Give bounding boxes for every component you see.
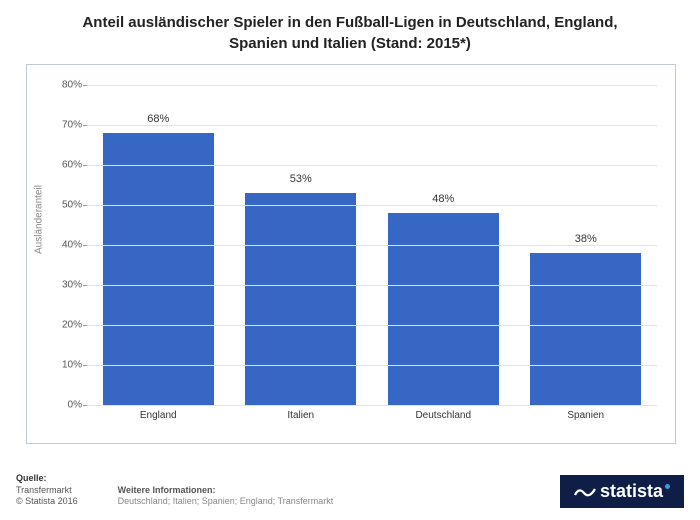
bar: [530, 253, 641, 405]
statista-logo: statista: [560, 475, 684, 508]
chart-title: Anteil ausländischer Spieler in den Fußb…: [16, 12, 684, 54]
footer: Quelle: Transfermarkt © Statista 2016 We…: [16, 473, 684, 508]
bar-value-label: 68%: [147, 113, 169, 125]
y-tick: 50%: [52, 200, 82, 211]
y-tick: 70%: [52, 120, 82, 131]
bar: [245, 193, 356, 405]
chart-area: Ausländeranteil 68% 53% 48% 38% 0% 10% 20% 30%…: [26, 64, 676, 444]
x-tick-label: Deutschland: [372, 410, 515, 421]
y-tick: 30%: [52, 280, 82, 291]
more-info-block: Weitere Informationen: Deutschland; Ital…: [118, 485, 560, 508]
plot-region: 68%53%48%38% 0%10%20%30%40%50%60%70%80%: [87, 85, 657, 405]
x-tick-label: Italien: [230, 410, 373, 421]
y-tick: 40%: [52, 240, 82, 251]
bar: [388, 213, 499, 405]
y-tick: 20%: [52, 320, 82, 331]
bar-value-label: 53%: [290, 173, 312, 185]
bar-value-label: 48%: [432, 193, 454, 205]
y-tick: 80%: [52, 80, 82, 91]
x-tick-label: England: [87, 410, 230, 421]
logo-wave-icon: [574, 483, 596, 501]
y-tick: 10%: [52, 360, 82, 371]
x-axis-labels: EnglandItalienDeutschlandSpanien: [87, 410, 657, 421]
y-axis-label: Ausländeranteil: [34, 185, 45, 254]
y-tick: 60%: [52, 160, 82, 171]
y-tick: 0%: [52, 400, 82, 411]
logo-dot-icon: [665, 484, 670, 489]
source-block: Quelle: Transfermarkt © Statista 2016: [16, 473, 78, 508]
bar-value-label: 38%: [575, 233, 597, 245]
x-tick-label: Spanien: [515, 410, 658, 421]
